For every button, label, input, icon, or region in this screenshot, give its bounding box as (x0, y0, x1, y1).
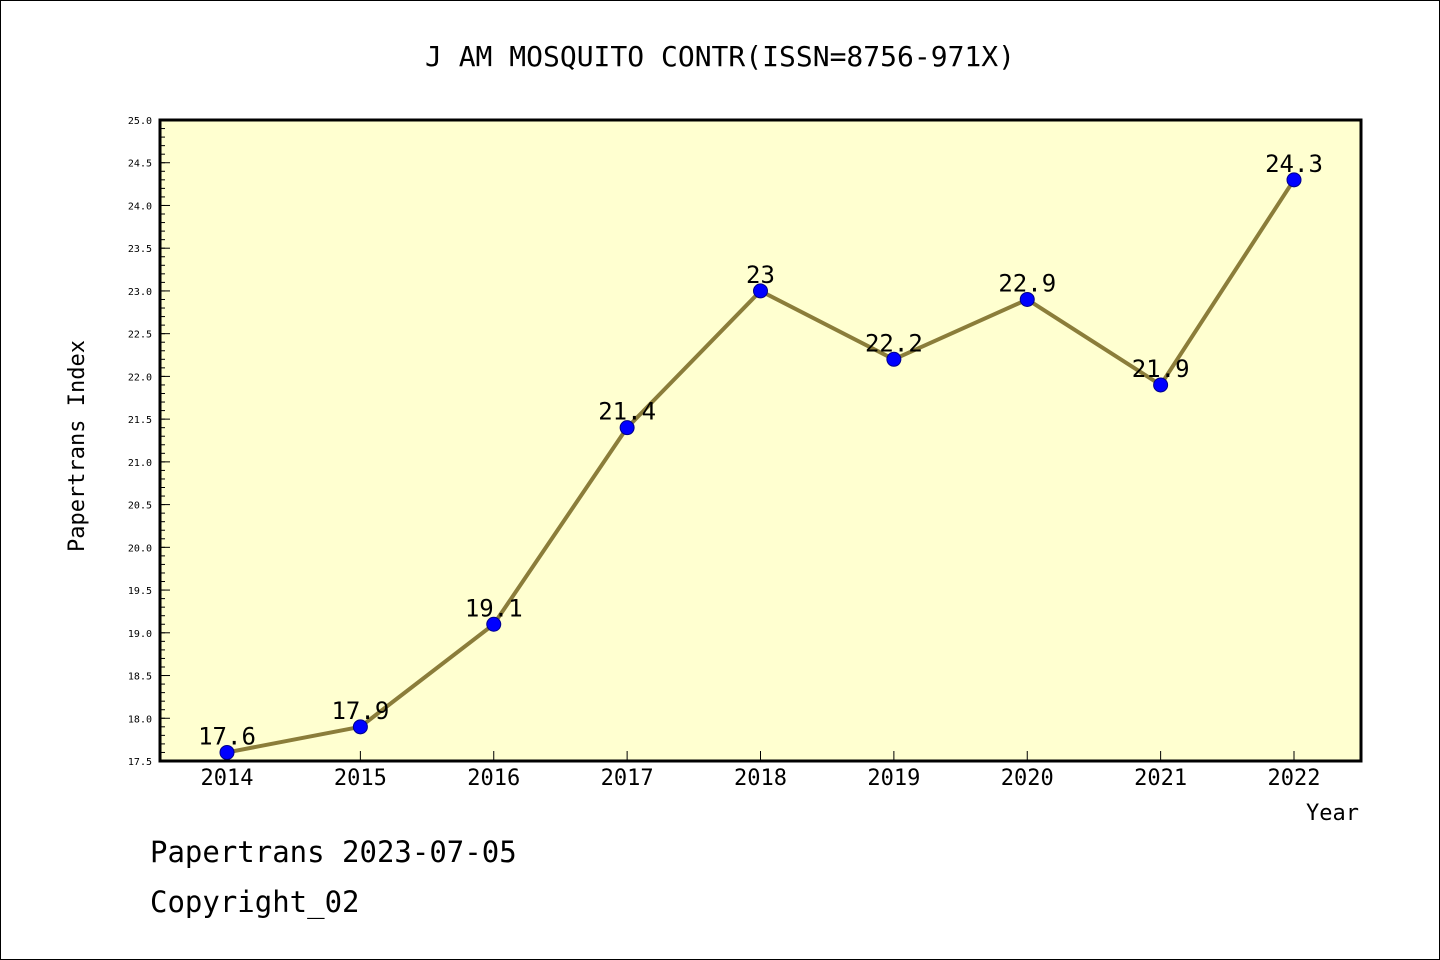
y-tick-label: 19.5 (128, 586, 152, 597)
data-point (619, 420, 635, 436)
x-axis-label: Year (1306, 801, 1359, 826)
data-point (1286, 172, 1302, 188)
data-point (486, 616, 502, 632)
y-tick-label: 23.0 (128, 287, 152, 298)
y-tick-label: 20.5 (128, 501, 152, 512)
x-tick-label: 2017 (601, 766, 654, 791)
y-tick-label: 19.0 (128, 629, 152, 640)
y-ticks: 17.5 18.0 18.5 19.0 19.5 20.0 20.5 21.0 21.5 22.0… (128, 116, 170, 768)
data-point (753, 283, 768, 299)
x-tick-label: 2022 (1268, 766, 1321, 791)
data-label: 21.4 (598, 398, 656, 426)
data-point (886, 351, 902, 367)
data-label: 23 (746, 261, 775, 289)
data-point (352, 719, 368, 735)
y-tick-label: 23.5 (128, 244, 152, 255)
data-label: 17.6 (198, 722, 256, 750)
y-axis-label: Papertrans Index (65, 340, 90, 552)
x-tick-label: 2019 (867, 766, 920, 791)
y-tick-label: 21.0 (128, 458, 152, 469)
y-tick-label: 25.0 (128, 116, 152, 127)
data-markers (219, 172, 1302, 760)
x-tick-label: 2015 (334, 766, 387, 791)
plot-area (160, 120, 1361, 761)
data-label: 24.3 (1265, 150, 1323, 178)
data-point (1019, 291, 1035, 307)
data-labels: 17.6 17.9 19.1 21.4 23 22.2 22.9 21.9 24.3 (198, 150, 1323, 751)
y-tick-label: 22.0 (128, 372, 152, 383)
footer-copyright: Copyright_02 (150, 885, 360, 919)
data-label: 19.1 (465, 594, 523, 622)
y-tick-label: 17.5 (128, 757, 152, 768)
x-tick-label: 2014 (201, 766, 254, 791)
y-tick-label: 24.5 (128, 159, 152, 170)
data-label: 17.9 (331, 697, 389, 725)
data-label: 22.9 (998, 269, 1056, 297)
data-label: 21.9 (1132, 355, 1190, 383)
chart-title: J AM MOSQUITO CONTR(ISSN=8756-971X) (425, 40, 1015, 73)
plot-border (158, 118, 1363, 763)
x-tick-label: 2020 (1001, 766, 1054, 791)
data-label: 22.2 (865, 329, 923, 357)
y-tick-label: 21.5 (128, 415, 152, 426)
footer-date: Papertrans 2023-07-05 (150, 835, 517, 869)
y-tick-label: 18.0 (128, 714, 152, 725)
y-tick-label: 22.5 (128, 330, 152, 341)
y-tick-label: 20.0 (128, 543, 152, 554)
x-ticks: 2014 2015 2016 2017 2018 2019 2020 2021 2022 (201, 751, 1321, 791)
y-tick-label: 24.0 (128, 201, 152, 212)
x-tick-label: 2018 (734, 766, 787, 791)
data-point (1153, 377, 1169, 393)
y-tick-label: 18.5 (128, 672, 152, 683)
x-tick-label: 2021 (1134, 766, 1187, 791)
data-point (219, 744, 235, 760)
x-tick-label: 2016 (467, 766, 520, 791)
